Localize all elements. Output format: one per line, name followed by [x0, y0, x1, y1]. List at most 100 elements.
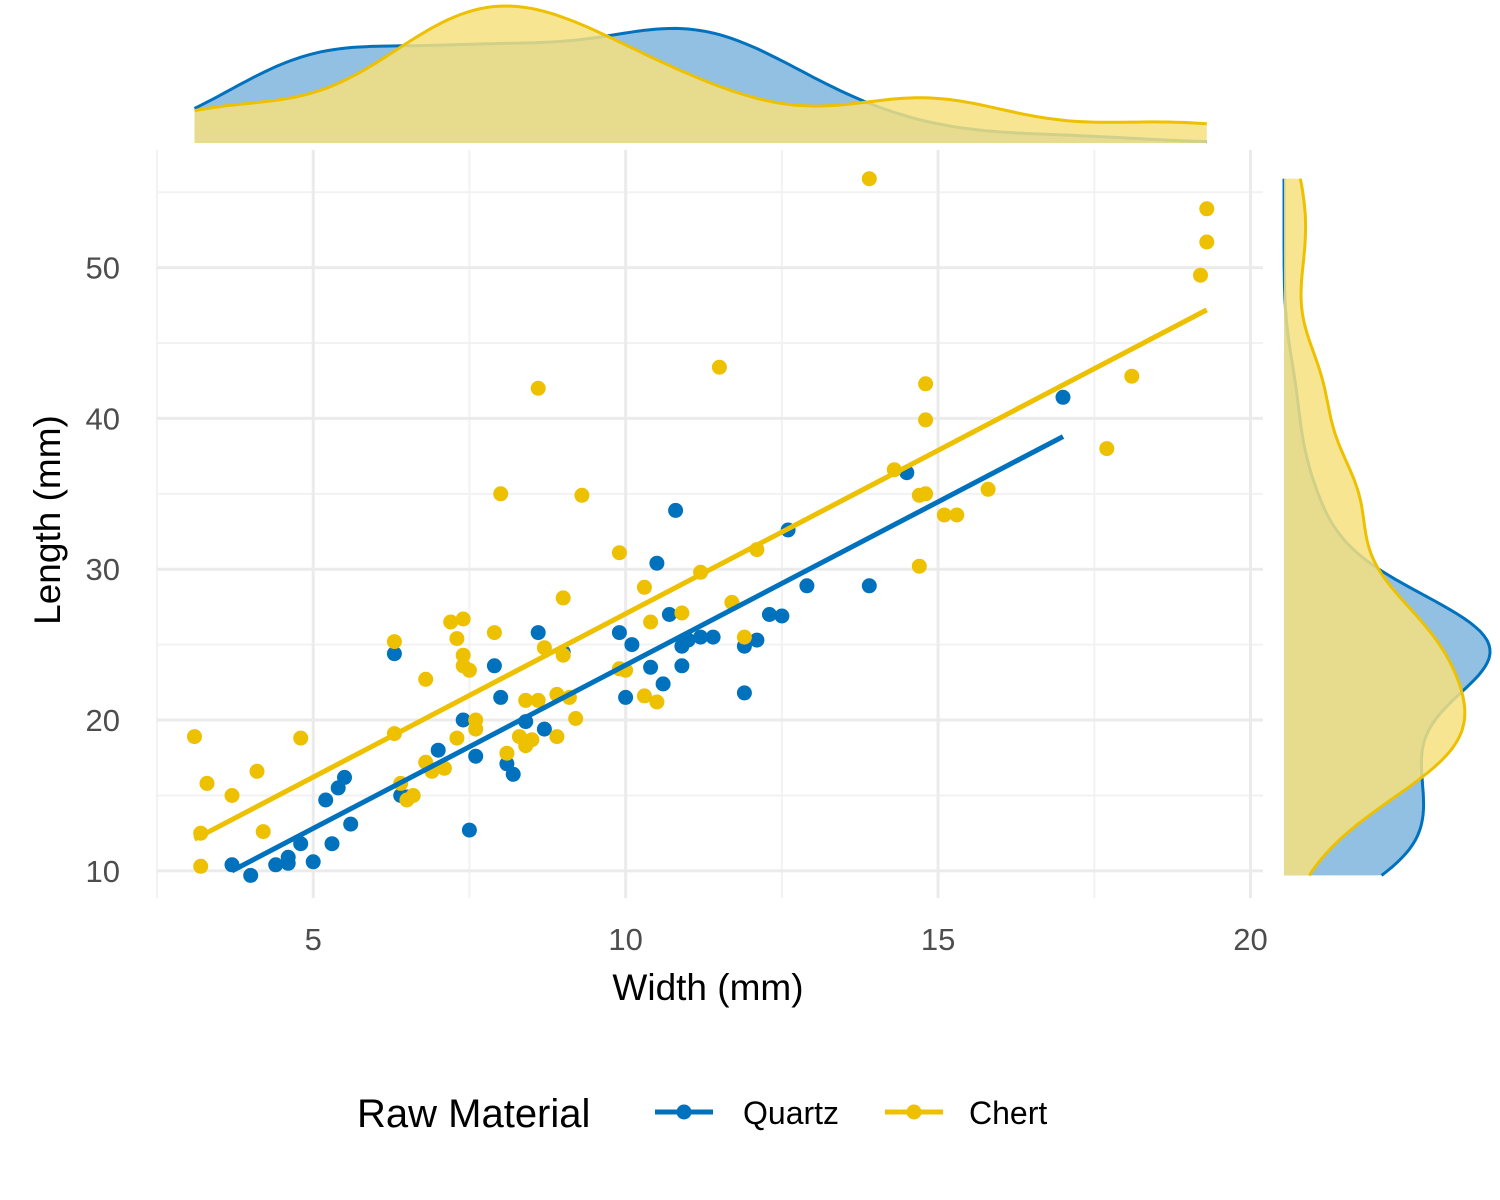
chert-point: [861, 171, 877, 187]
chert-point: [574, 487, 590, 503]
x-tick-label: 10: [608, 922, 642, 957]
quartz-point: [468, 748, 484, 764]
quartz-point: [530, 625, 546, 641]
quartz-point: [668, 502, 684, 518]
quartz-point: [318, 792, 334, 808]
y-tick-label: 40: [86, 401, 120, 436]
chert-point: [1099, 441, 1115, 457]
chert-point: [499, 745, 515, 761]
y-axis-title: Length (mm): [27, 415, 68, 625]
chert-point: [255, 824, 271, 840]
chert-point: [711, 359, 727, 375]
quartz-point: [618, 689, 634, 705]
chert-point: [293, 730, 309, 746]
chert-point: [461, 662, 477, 678]
chert-point: [980, 481, 996, 497]
chert-point: [518, 692, 534, 708]
quartz-point: [337, 769, 352, 785]
legend-key-point: [906, 1104, 922, 1120]
legend-key-point: [676, 1104, 692, 1120]
chert-point: [486, 625, 502, 641]
quartz-point: [705, 629, 721, 645]
quartz-point: [305, 854, 321, 870]
quartz-point: [493, 689, 509, 705]
quartz-point: [386, 646, 402, 662]
quartz-point: [693, 629, 709, 645]
quartz-point: [1055, 389, 1071, 405]
quartz-point: [674, 658, 690, 674]
grid-minor: [156, 150, 1263, 898]
quartz-point: [649, 555, 665, 571]
chert-point: [187, 729, 202, 745]
quartz-point: [624, 637, 640, 653]
right-density-area: [1284, 178, 1465, 876]
quartz-point: [761, 607, 777, 622]
y-tick-label: 30: [86, 552, 120, 587]
chert-point: [418, 671, 434, 687]
chert-point: [674, 605, 690, 621]
chert-point: [193, 858, 209, 874]
quartz-point: [461, 822, 477, 838]
chert-point: [549, 729, 565, 745]
chert-point: [530, 380, 546, 396]
chert-point: [636, 579, 652, 595]
top-density-line: [194, 4, 1207, 126]
x-axis-title: Width (mm): [612, 967, 803, 1008]
chert-point: [736, 629, 752, 645]
chert-point: [1193, 267, 1208, 283]
chert-point: [1199, 201, 1215, 217]
legend-label: Quartz: [743, 1095, 839, 1131]
legend: Raw Material Quartz Chert: [357, 1092, 1047, 1136]
chert-point: [949, 507, 965, 523]
quartz-point: [505, 766, 521, 782]
legend-label: Chert: [969, 1095, 1047, 1131]
quartz-point: [774, 608, 790, 624]
tick-labels: 5 10 15 20 10 20 30 40 50: [86, 251, 1268, 957]
chert-point: [568, 711, 584, 726]
quartz-point: [486, 658, 502, 674]
marginal-densities: [193, 4, 1492, 877]
chert-point: [468, 721, 484, 737]
scatter-points: [187, 171, 1215, 883]
chert-point: [1199, 234, 1215, 250]
quartz-point: [655, 676, 671, 692]
chert-point: [555, 590, 571, 606]
quartz-point: [749, 632, 765, 648]
x-tick-label: 20: [1233, 922, 1267, 957]
right-density-line: [1298, 178, 1467, 877]
chert-point: [643, 614, 659, 630]
chert-point: [249, 763, 265, 779]
y-tick-label: 10: [86, 854, 120, 889]
trend-lines: [193, 307, 1208, 874]
chert-point: [455, 647, 471, 663]
chert-point: [405, 788, 421, 803]
y-tick-label: 50: [86, 251, 120, 286]
quartz-point: [799, 578, 815, 594]
quartz-point: [736, 685, 752, 701]
quartz-point: [268, 857, 284, 873]
y-tick-label: 20: [86, 703, 120, 738]
chert-point: [611, 545, 627, 561]
chert-point: [555, 647, 571, 663]
chert-point: [449, 631, 465, 647]
chert-point: [1124, 368, 1140, 384]
quartz-point: [280, 855, 296, 871]
x-tick-label: 5: [305, 922, 322, 957]
chert-point: [524, 732, 540, 748]
top-density-area: [194, 6, 1207, 143]
chert-point: [386, 634, 402, 650]
chert-point: [649, 694, 665, 710]
chert-trend-line: [193, 307, 1208, 842]
chert-point: [199, 775, 215, 791]
legend-title: Raw Material: [357, 1092, 590, 1136]
grid-major: [157, 150, 1263, 898]
chert-point: [449, 730, 465, 746]
quartz-point: [611, 625, 627, 641]
quartz-point: [455, 712, 471, 728]
quartz-point: [643, 659, 659, 675]
chert-point: [918, 376, 934, 392]
chert-point: [530, 692, 546, 708]
quartz-point: [861, 578, 877, 594]
quartz-point: [343, 816, 359, 832]
